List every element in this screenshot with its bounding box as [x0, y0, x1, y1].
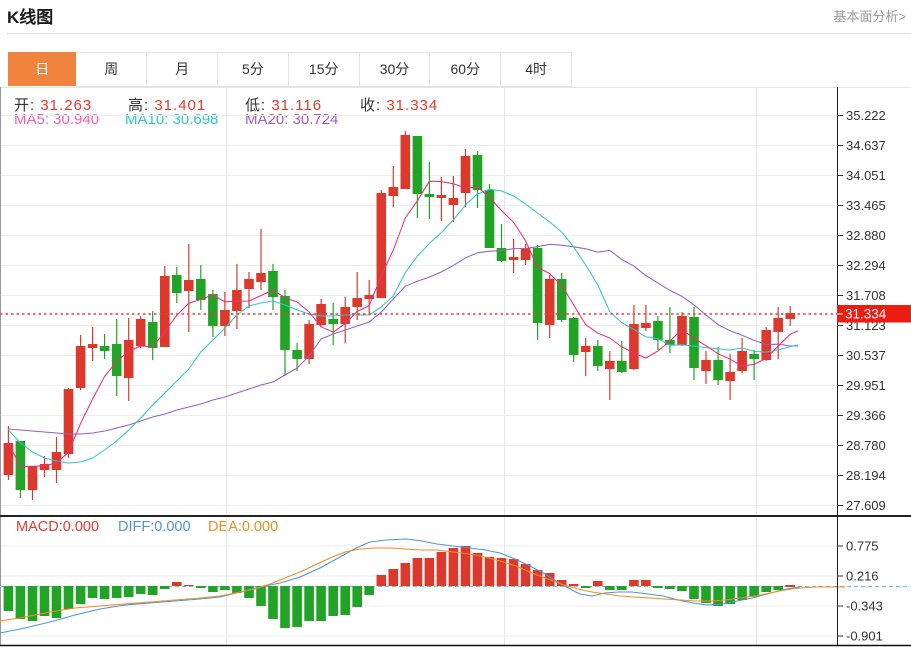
svg-text:35.222: 35.222 — [846, 108, 886, 123]
svg-text:0.216: 0.216 — [846, 569, 879, 584]
svg-text:28.780: 28.780 — [846, 438, 886, 453]
svg-text:33.465: 33.465 — [846, 198, 886, 213]
svg-text:29.951: 29.951 — [846, 378, 886, 393]
svg-text:-0.901: -0.901 — [846, 629, 883, 644]
svg-text:27.609: 27.609 — [846, 498, 886, 513]
svg-text:30.537: 30.537 — [846, 348, 886, 363]
svg-text:32.294: 32.294 — [846, 258, 886, 273]
svg-text:0.775: 0.775 — [846, 539, 879, 554]
svg-text:34.051: 34.051 — [846, 168, 886, 183]
svg-text:32.880: 32.880 — [846, 228, 886, 243]
svg-text:-0.343: -0.343 — [846, 599, 883, 614]
svg-text:34.637: 34.637 — [846, 138, 886, 153]
svg-text:31.334: 31.334 — [845, 307, 887, 322]
svg-text:31.708: 31.708 — [846, 288, 886, 303]
svg-text:28.194: 28.194 — [846, 468, 886, 483]
svg-text:29.366: 29.366 — [846, 408, 886, 423]
